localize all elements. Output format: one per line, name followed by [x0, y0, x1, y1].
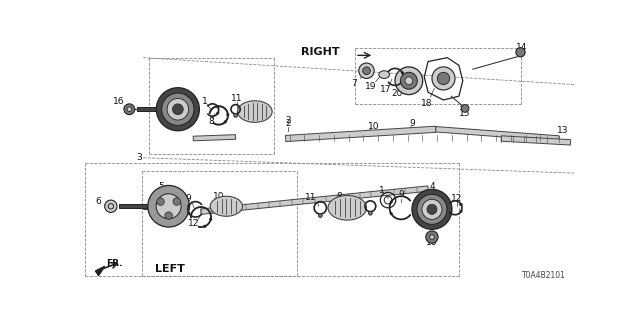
Circle shape [432, 67, 455, 90]
Circle shape [401, 72, 417, 89]
Text: 17: 17 [380, 85, 392, 94]
Text: 12: 12 [188, 219, 199, 228]
Circle shape [390, 201, 392, 203]
Text: 2: 2 [285, 116, 291, 125]
Text: 10: 10 [369, 123, 380, 132]
Circle shape [460, 210, 462, 212]
Polygon shape [143, 204, 186, 209]
Text: 16: 16 [113, 97, 124, 106]
Circle shape [395, 67, 422, 95]
Text: 11: 11 [305, 193, 317, 202]
Ellipse shape [328, 196, 367, 220]
Circle shape [359, 63, 374, 78]
Circle shape [217, 112, 219, 114]
Text: 1: 1 [379, 186, 385, 195]
Circle shape [405, 77, 413, 84]
Text: 1: 1 [202, 97, 207, 106]
Circle shape [227, 113, 229, 116]
Circle shape [105, 200, 117, 212]
Circle shape [148, 186, 189, 227]
Text: 3: 3 [136, 153, 142, 162]
Text: 16: 16 [426, 238, 438, 247]
Text: 8: 8 [208, 117, 214, 126]
Circle shape [422, 199, 442, 219]
Text: LEFT: LEFT [156, 264, 185, 275]
Circle shape [417, 194, 447, 224]
Circle shape [401, 71, 403, 74]
Circle shape [173, 198, 180, 205]
Text: 18: 18 [421, 99, 432, 108]
Circle shape [156, 88, 200, 131]
Circle shape [204, 225, 206, 228]
Text: 15: 15 [460, 108, 471, 117]
Circle shape [188, 204, 190, 207]
Text: FR.: FR. [106, 259, 122, 268]
Text: 9: 9 [398, 190, 404, 199]
Text: 10: 10 [213, 192, 225, 201]
Text: 9: 9 [410, 119, 415, 128]
Ellipse shape [237, 101, 272, 122]
Polygon shape [201, 186, 428, 214]
Polygon shape [285, 126, 436, 141]
Circle shape [429, 235, 435, 239]
Circle shape [157, 198, 164, 205]
Ellipse shape [210, 196, 243, 216]
Circle shape [167, 99, 189, 120]
Circle shape [318, 213, 322, 217]
Polygon shape [436, 127, 559, 141]
Polygon shape [501, 136, 571, 145]
Circle shape [188, 212, 190, 214]
Circle shape [437, 72, 450, 84]
Circle shape [461, 105, 469, 112]
Circle shape [516, 48, 525, 57]
Circle shape [234, 114, 237, 117]
Text: 2: 2 [285, 119, 291, 128]
Polygon shape [118, 204, 148, 208]
Circle shape [165, 212, 172, 219]
Text: T0A4B2101: T0A4B2101 [522, 271, 566, 280]
Polygon shape [137, 107, 157, 111]
Circle shape [427, 204, 437, 214]
Text: 11: 11 [232, 94, 243, 103]
Text: 14: 14 [516, 43, 528, 52]
Text: 7: 7 [351, 78, 357, 88]
Ellipse shape [379, 71, 390, 78]
Circle shape [363, 67, 371, 75]
Circle shape [412, 189, 452, 229]
Text: 5: 5 [158, 182, 164, 191]
Text: 12: 12 [451, 194, 462, 203]
Circle shape [217, 106, 219, 108]
Circle shape [390, 212, 392, 215]
Circle shape [124, 104, 135, 115]
Circle shape [127, 107, 132, 112]
Circle shape [209, 218, 212, 220]
Text: 6: 6 [95, 197, 101, 206]
Text: 4: 4 [429, 182, 435, 191]
Polygon shape [95, 266, 105, 276]
Text: RIGHT: RIGHT [301, 47, 340, 57]
Circle shape [460, 203, 462, 205]
Circle shape [162, 93, 194, 125]
Circle shape [369, 211, 372, 215]
Text: 13: 13 [557, 126, 568, 135]
Text: 9: 9 [185, 194, 191, 203]
Circle shape [172, 104, 183, 115]
Circle shape [224, 121, 227, 123]
Text: 8: 8 [337, 192, 342, 201]
Circle shape [401, 80, 403, 82]
Polygon shape [193, 135, 236, 141]
Circle shape [156, 194, 181, 219]
Circle shape [426, 231, 438, 243]
Text: 20: 20 [392, 89, 403, 98]
Text: 19: 19 [365, 82, 376, 91]
